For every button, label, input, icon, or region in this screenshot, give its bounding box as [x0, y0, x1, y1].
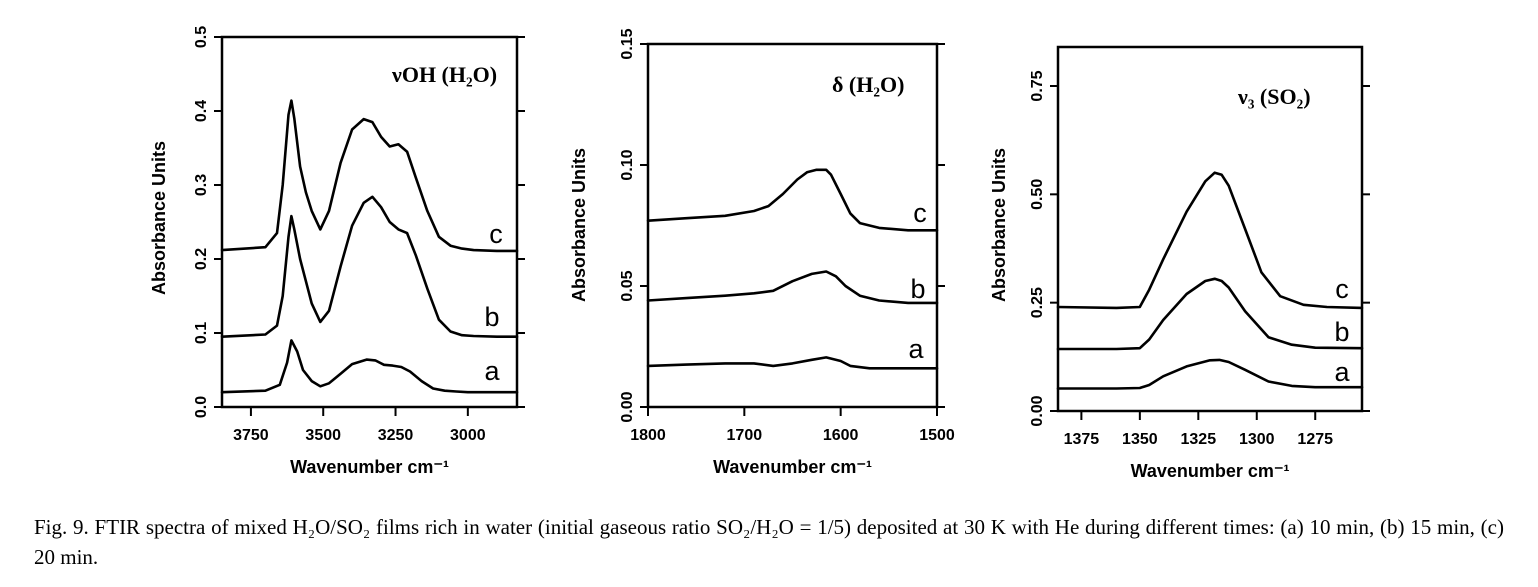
- plot-frame: [1056, 45, 1364, 413]
- y-tick-label: 0.75: [1029, 70, 1046, 101]
- series-label-b: b: [1334, 317, 1349, 347]
- series-line-b: [1056, 277, 1364, 351]
- y-axis-label: Absorbance Units: [149, 141, 169, 295]
- plot-frame: [220, 35, 519, 409]
- series-label-a: a: [484, 356, 500, 386]
- y-tick-label: 0.50: [1029, 179, 1046, 210]
- x-tick-label: 1600: [823, 427, 859, 444]
- y-tick-label: 0.4: [193, 100, 210, 122]
- x-tick-label: 3500: [305, 427, 341, 444]
- y-tick-label: 0.15: [619, 28, 636, 59]
- y-tick-label: 0.1: [193, 322, 210, 344]
- series-line-c: [646, 168, 939, 232]
- chart-panel-3: 1375 1350 1325 1300 1275 0.00 0.25 0.50 0.75 Wave…: [989, 45, 1370, 481]
- x-tick-label: 1800: [630, 427, 666, 444]
- y-tick-label: 0.5: [193, 26, 210, 48]
- y-tick-label: 0.00: [1029, 395, 1046, 426]
- series-line-a: [220, 339, 519, 394]
- series-label-b: b: [484, 302, 499, 332]
- y-tick-label: 0.10: [619, 149, 636, 180]
- series-label-c: c: [913, 198, 927, 228]
- x-tick-label: 3750: [233, 427, 269, 444]
- series-label-b: b: [910, 274, 925, 304]
- y-axis-label: Absorbance Units: [569, 148, 589, 302]
- y-axis-label: Absorbance Units: [989, 148, 1009, 302]
- series-line-c: [220, 99, 519, 253]
- band-annotation: δ (H₂O): [832, 72, 904, 97]
- y-tick-label: 0.25: [1029, 287, 1046, 318]
- series-line-a: [646, 356, 939, 370]
- series-label-a: a: [1334, 357, 1350, 387]
- chart-panel-2: 1800 1700 1600 1500 0.00 0.05 0.10 0.15 Wavenumb…: [569, 28, 955, 477]
- x-tick-label: 3000: [450, 427, 486, 444]
- series-line-b: [220, 195, 519, 339]
- ftir-figure: 3750 3500 3250 3000 0.0 0.1 0.2 0.3 0.4 0.5 Wavenu…: [149, 26, 1370, 481]
- series-label-c: c: [1335, 274, 1349, 304]
- x-tick-label: 1500: [919, 427, 955, 444]
- x-axis-label: Wavenumber cm⁻¹: [713, 457, 872, 477]
- y-tick-label: 0.00: [619, 391, 636, 422]
- series-label-c: c: [489, 219, 503, 249]
- series-line-c: [1056, 171, 1364, 310]
- x-axis-label: Wavenumber cm⁻¹: [290, 457, 449, 477]
- x-tick-label: 1275: [1297, 431, 1333, 448]
- band-annotation: ν₃ (SO₂): [1237, 84, 1311, 109]
- x-axis-label: Wavenumber cm⁻¹: [1131, 461, 1290, 481]
- series-label-a: a: [908, 334, 924, 364]
- chart-panel-1: 3750 3500 3250 3000 0.0 0.1 0.2 0.3 0.4 0.5 Wavenu…: [149, 26, 525, 477]
- band-annotation: νOH (H₂O): [391, 62, 497, 87]
- x-tick-label: 1375: [1064, 431, 1100, 448]
- x-tick-label: 3250: [378, 427, 414, 444]
- y-tick-label: 0.3: [193, 174, 210, 196]
- y-tick-label: 0.0: [193, 396, 210, 418]
- y-tick-label: 0.05: [619, 270, 636, 301]
- x-tick-label: 1700: [727, 427, 763, 444]
- y-tick-label: 0.2: [193, 248, 210, 270]
- series-line-a: [1056, 358, 1364, 390]
- x-tick-label: 1350: [1122, 431, 1158, 448]
- series-line-b: [646, 270, 939, 305]
- figure-caption: Fig. 9. FTIR spectra of mixed H₂O/SO₂ fi…: [34, 515, 1504, 569]
- x-tick-label: 1325: [1181, 431, 1217, 448]
- x-tick-label: 1300: [1239, 431, 1275, 448]
- plot-frame: [646, 42, 939, 409]
